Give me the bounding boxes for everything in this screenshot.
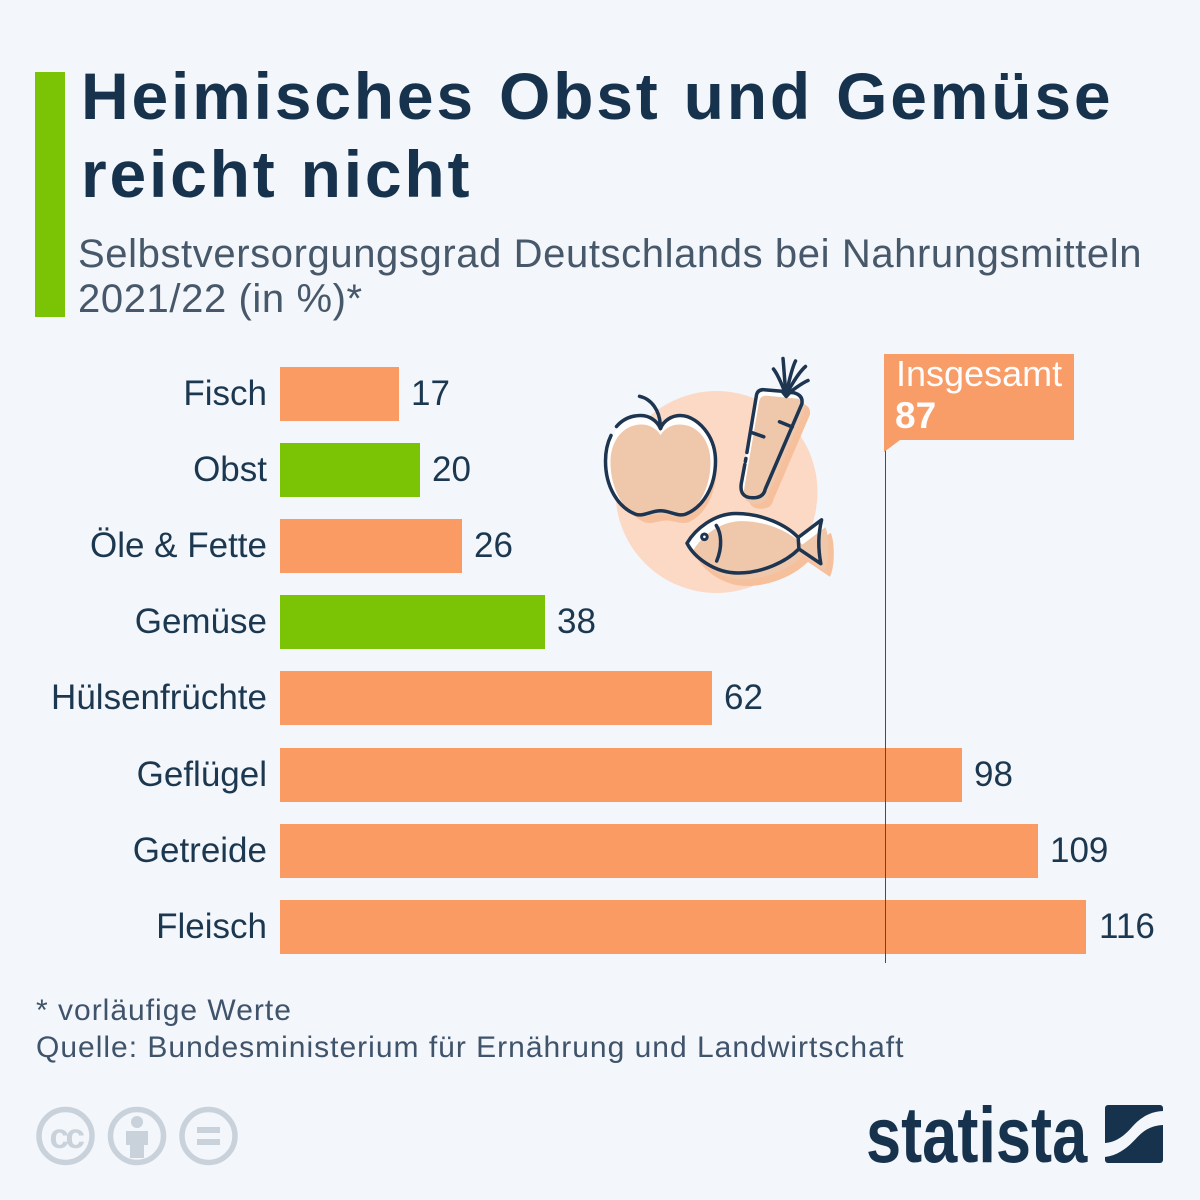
svg-text:statista: statista [866,1095,1088,1175]
svg-text:cc: cc [50,1117,85,1156]
